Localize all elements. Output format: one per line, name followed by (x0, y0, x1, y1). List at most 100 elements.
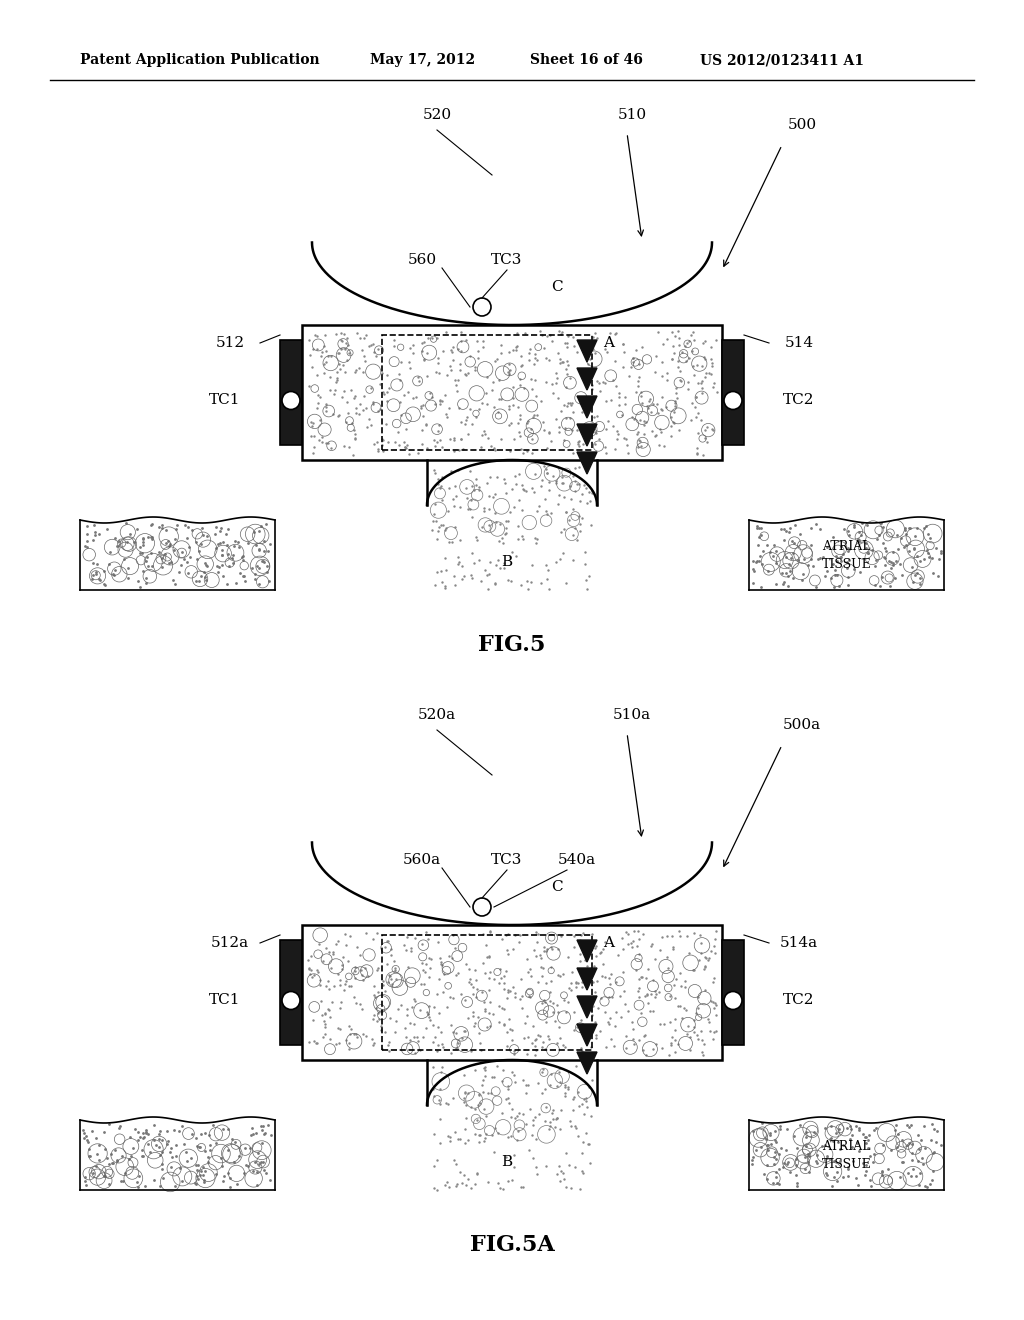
Point (455, 1172, 471, 1193)
Point (167, 573, 183, 594)
Point (527, 385, 544, 407)
Point (765, 545, 781, 566)
Point (528, 404, 545, 425)
Point (873, 1162, 890, 1183)
Point (158, 520, 174, 541)
Point (408, 1041, 424, 1063)
Point (441, 355, 458, 376)
Point (415, 395, 431, 416)
Point (502, 396, 518, 417)
Point (201, 1125, 217, 1146)
Point (760, 560, 776, 581)
Point (426, 503, 442, 524)
Point (354, 1023, 371, 1044)
Point (551, 321, 567, 342)
Point (226, 1151, 243, 1172)
Point (636, 411, 652, 432)
Point (451, 1129, 467, 1150)
Point (527, 1039, 544, 1060)
Point (557, 1036, 573, 1057)
Point (928, 537, 944, 558)
Point (528, 932, 545, 953)
Point (253, 516, 269, 537)
Point (861, 1170, 878, 1191)
Point (548, 471, 564, 492)
Point (418, 921, 434, 942)
Point (79, 531, 95, 552)
Point (564, 961, 581, 982)
Point (783, 548, 800, 569)
Bar (382, 335, 592, 450)
Point (911, 573, 928, 594)
Point (517, 1012, 534, 1034)
Point (692, 932, 709, 953)
Point (418, 414, 434, 436)
Point (840, 541, 856, 562)
Point (580, 352, 596, 374)
Point (112, 1115, 128, 1137)
Point (630, 920, 646, 941)
Point (606, 350, 623, 371)
Point (577, 333, 593, 354)
Point (514, 529, 530, 550)
Point (338, 935, 354, 956)
Point (509, 1130, 525, 1151)
Circle shape (724, 392, 742, 409)
Point (652, 399, 669, 420)
Point (374, 1038, 390, 1059)
Point (145, 1114, 162, 1135)
Point (569, 433, 586, 454)
Point (413, 397, 429, 418)
Point (313, 346, 330, 367)
Point (866, 574, 883, 595)
Point (544, 939, 560, 960)
Point (397, 1018, 414, 1039)
Point (564, 499, 581, 520)
Point (709, 921, 725, 942)
Point (565, 1002, 582, 1023)
Point (507, 337, 523, 358)
Point (482, 1082, 499, 1104)
Point (457, 1082, 473, 1104)
Point (671, 920, 687, 941)
Point (830, 576, 847, 597)
Point (486, 483, 503, 504)
Point (819, 1147, 836, 1168)
Point (475, 923, 492, 944)
Point (673, 371, 689, 392)
Point (500, 1088, 516, 1109)
Point (854, 513, 870, 535)
Point (840, 574, 856, 595)
Point (683, 409, 699, 430)
Point (506, 1040, 522, 1061)
Point (497, 978, 513, 999)
Point (926, 1142, 942, 1163)
Point (475, 337, 492, 358)
Point (589, 405, 605, 426)
Point (236, 1162, 252, 1183)
Point (890, 1123, 906, 1144)
Point (595, 954, 611, 975)
Bar (722, 341, 744, 445)
Point (367, 1005, 383, 1026)
Point (376, 440, 392, 461)
Point (486, 503, 503, 524)
Point (142, 513, 159, 535)
Point (230, 536, 247, 557)
Point (388, 1011, 404, 1032)
Point (497, 473, 513, 494)
Point (608, 1001, 625, 1022)
Point (465, 1006, 481, 1027)
Point (577, 1089, 593, 1110)
Point (826, 564, 843, 585)
Point (558, 363, 574, 384)
Point (496, 998, 512, 1019)
Point (362, 334, 379, 355)
Point (690, 986, 707, 1007)
Point (463, 1040, 479, 1061)
Point (504, 541, 520, 562)
Point (481, 921, 498, 942)
Point (839, 1117, 855, 1138)
Point (506, 1156, 522, 1177)
Point (874, 516, 891, 537)
